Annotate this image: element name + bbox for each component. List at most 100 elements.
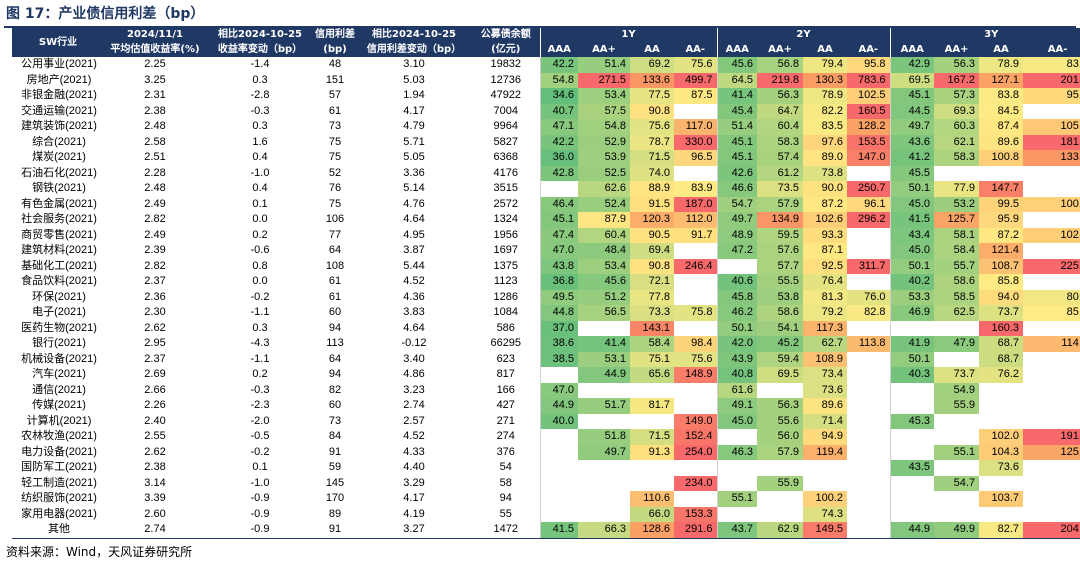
- metric-cell: 91: [328, 445, 342, 458]
- spread-cell: 225.4: [1023, 258, 1080, 274]
- table-row: 汽车(2021) 2.69 0.2 94 4.86 817 44.9 65.6 148.9 40.…: [12, 367, 1080, 383]
- metric-cell: 3.29: [403, 476, 425, 489]
- spread-cell: 45.1: [716, 134, 758, 150]
- spread-cell: 72.1: [630, 274, 674, 290]
- spread-cell: 38.6: [539, 336, 578, 352]
- spread-cell: 153.5: [847, 134, 891, 150]
- industry-name: 电子(2021): [32, 306, 86, 318]
- spread-cell: 84.5: [979, 103, 1024, 119]
- metric-cell: 94: [328, 321, 342, 334]
- spread-cell: 85.6: [1023, 305, 1080, 321]
- industry-name: 建筑装饰(2021): [21, 120, 97, 132]
- metric-cell: -1.1: [250, 306, 270, 318]
- spread-cell: 57.9: [757, 196, 804, 212]
- spread-cell: 50.1: [716, 320, 758, 336]
- spread-cell: [1023, 491, 1080, 507]
- spread-cell: 65.6: [630, 367, 674, 383]
- spread-cell: [847, 491, 890, 507]
- metric-cell: 61: [328, 290, 342, 303]
- industry-name: 煤炭(2021): [32, 151, 86, 163]
- spread-cell: [1023, 507, 1080, 523]
- table-row: 纺织服饰(2021) 3.39 -0.9 170 4.17 94 110.6 55.1 100.…: [12, 491, 1080, 507]
- spread-cell: 191.6: [1023, 429, 1080, 445]
- metric-cell: 59: [328, 461, 342, 473]
- spread-cell: [847, 228, 890, 244]
- spread-cell: 499.7: [674, 72, 718, 88]
- spread-cell: [934, 460, 979, 476]
- spread-cell: [716, 258, 758, 274]
- spread-cell: 77.5: [630, 88, 674, 104]
- industry-name: 环保(2021): [32, 290, 86, 303]
- spread-cell: 121.4: [979, 243, 1024, 259]
- spread-cell: 62.9: [757, 522, 804, 539]
- metric-cell: 5827: [493, 135, 518, 148]
- spread-cell: [674, 460, 717, 476]
- spread-cell: 83.5: [803, 119, 848, 135]
- spread-cell: 51.4: [578, 57, 630, 73]
- spread-cell: 219.8: [757, 72, 804, 88]
- spread-cell: [847, 445, 890, 461]
- spread-cell: 44.9: [889, 522, 935, 539]
- industry-name: 有色金属(2021): [21, 197, 97, 210]
- spread-cell: 311.7: [847, 258, 891, 274]
- spread-cell: 64.5: [716, 72, 758, 88]
- metric-cell: 75: [328, 135, 342, 148]
- metric-cell: 1375: [493, 259, 518, 272]
- spread-cell: [847, 321, 890, 337]
- metric-cell: 55: [499, 507, 512, 520]
- metric-cell: 60: [328, 399, 342, 411]
- spread-cell: 90.8: [630, 258, 674, 274]
- table-row: 有色金属(2021) 2.49 0.1 75 4.76 2572 46.4 52.4 91.5 1…: [12, 196, 1080, 212]
- metric-cell: 4176: [493, 166, 518, 179]
- spread-cell: [934, 507, 979, 523]
- spread-cell: [578, 321, 630, 337]
- spread-cell: [539, 491, 578, 507]
- metric-cell: 1084: [493, 306, 518, 318]
- industry-name: 社会服务(2021): [21, 213, 97, 225]
- metric-cell: -0.12: [401, 337, 427, 349]
- metric-cell: 2.39: [144, 244, 166, 256]
- metric-cell: 61: [328, 275, 342, 287]
- metric-cell: 4.33: [403, 445, 425, 458]
- spread-cell: 53.9: [578, 150, 630, 166]
- credit-spread-table: SW行业 2024/11/1 相比2024-10-25 信用利差 相比2024-…: [12, 28, 1080, 539]
- spread-cell: [847, 507, 890, 523]
- spread-cell: 58.5: [934, 289, 980, 305]
- metric-cell: 57: [328, 89, 342, 101]
- spread-cell: 87.1: [803, 243, 848, 259]
- metric-cell: 2.48: [144, 182, 166, 194]
- spread-cell: 46.9: [889, 305, 935, 321]
- spread-cell: 75.6: [630, 119, 674, 135]
- spread-cell: 47.0: [539, 243, 578, 259]
- metric-cell: 4.17: [403, 492, 425, 504]
- spread-cell: 71.4: [803, 413, 848, 429]
- spread-cell: [716, 506, 758, 522]
- spread-cell: 58.6: [934, 274, 980, 290]
- spread-cell: [578, 460, 630, 476]
- spread-cell: 48.9: [716, 227, 758, 243]
- spread-cell: 76.2: [979, 367, 1024, 383]
- spread-cell: 90.0: [803, 181, 848, 197]
- spread-cell: 52.5: [578, 165, 630, 181]
- metric-cell: 2.60: [144, 507, 166, 520]
- spread-cell: 44.5: [889, 103, 935, 119]
- spread-cell: [716, 429, 758, 445]
- header-spread-change-ref: 相比2024-10-25: [356, 28, 472, 42]
- spread-cell: 100.2: [803, 491, 848, 507]
- metric-cell: 3.83: [403, 306, 425, 318]
- spread-cell: 43.7: [716, 522, 758, 539]
- industry-name: 轻工制造(2021): [21, 476, 97, 489]
- metric-cell: 2.82: [144, 259, 166, 272]
- industry-name: 汽车(2021): [32, 368, 86, 380]
- spread-cell: 105.7: [1023, 119, 1080, 135]
- table-row: 计算机(2021) 2.40 -2.0 73 2.57 271 40.0 149.0 45.0 5…: [12, 413, 1080, 429]
- spread-cell: 40.0: [539, 413, 578, 429]
- table-row: 房地产(2021) 3.25 0.3 151 5.03 12736 54.8 271.5 133…: [12, 72, 1080, 88]
- header-3y-aaminus: AA-: [1023, 42, 1080, 57]
- table-row: 石油石化(2021) 2.28 -1.0 52 3.36 4176 42.8 52.5 74.0…: [12, 165, 1080, 181]
- spread-cell: 108.7: [979, 258, 1024, 274]
- metric-cell: 0.4: [252, 182, 268, 194]
- spread-cell: 45.0: [889, 196, 935, 212]
- spread-cell: 98.4: [674, 336, 718, 352]
- spread-cell: 783.6: [847, 72, 891, 88]
